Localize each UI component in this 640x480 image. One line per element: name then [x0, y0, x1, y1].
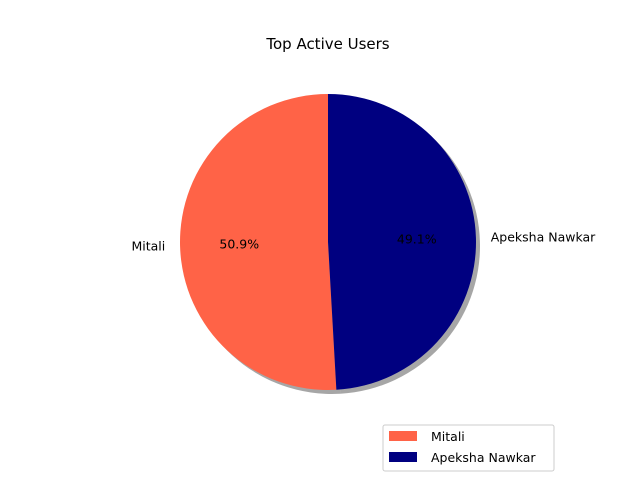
legend-swatch-mitali: [389, 431, 417, 441]
legend-label-apeksha-nawkar: Apeksha Nawkar: [431, 450, 536, 465]
pie-slices: [180, 94, 477, 390]
pie-labels: Mitali 50.9% Apeksha Nawkar 49.1%: [131, 229, 596, 253]
pie-slice-apeksha-nawkar: [328, 94, 477, 390]
chart-title: Top Active Users: [265, 35, 389, 53]
legend-frame: [382, 424, 555, 472]
legend: Mitali Apeksha Nawkar: [382, 424, 555, 472]
slice-label-mitali: Mitali: [131, 239, 165, 254]
slice-percent-mitali: 50.9%: [219, 237, 259, 252]
slice-label-apeksha-nawkar: Apeksha Nawkar: [491, 229, 596, 244]
legend-swatch-apeksha-nawkar: [389, 452, 417, 462]
legend-label-mitali: Mitali: [431, 429, 465, 444]
slice-percent-apeksha-nawkar: 49.1%: [397, 231, 437, 246]
pie-slice-mitali: [180, 94, 337, 390]
